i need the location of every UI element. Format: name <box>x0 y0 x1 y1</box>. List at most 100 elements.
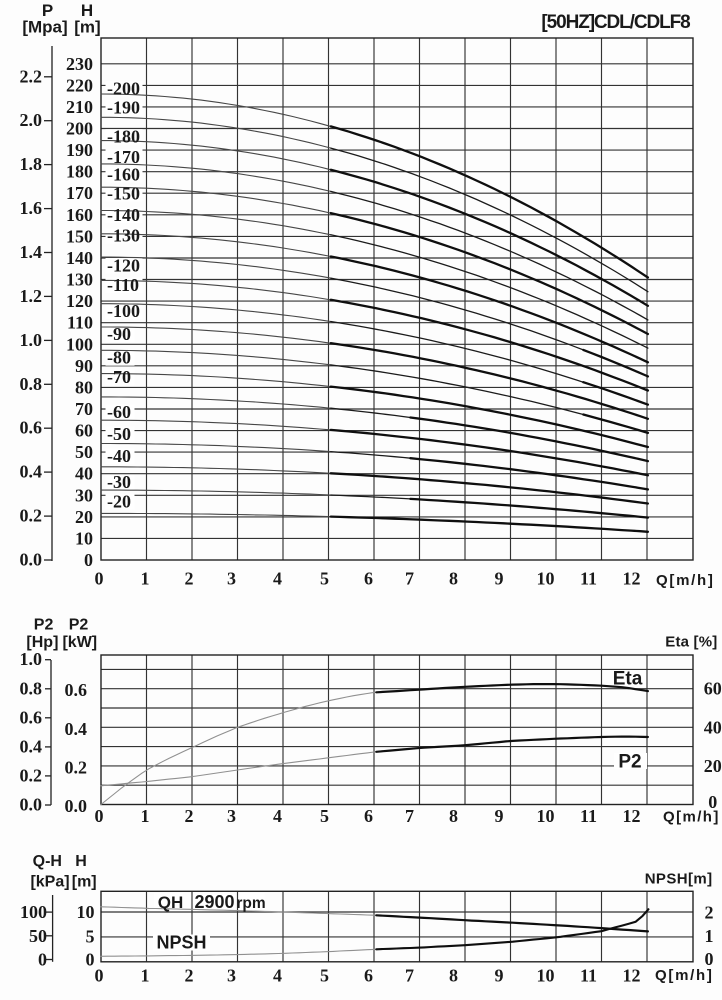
svg-text:NPSH: NPSH <box>156 933 206 953</box>
svg-text:Q-H: Q-H <box>33 853 62 870</box>
svg-text:-100: -100 <box>107 301 140 321</box>
svg-text:-90: -90 <box>107 324 131 344</box>
svg-text:2900: 2900 <box>194 892 234 912</box>
svg-text:0.4: 0.4 <box>20 736 43 756</box>
svg-text:0.0: 0.0 <box>20 795 43 815</box>
svg-text:1.8: 1.8 <box>20 154 43 174</box>
svg-text:[kW]: [kW] <box>62 634 97 651</box>
svg-text:90: 90 <box>75 356 93 376</box>
svg-text:9: 9 <box>495 966 504 986</box>
svg-text:1: 1 <box>705 926 714 946</box>
svg-text:80: 80 <box>75 377 93 397</box>
svg-text:100: 100 <box>20 902 47 922</box>
svg-text:0.6: 0.6 <box>20 707 43 727</box>
svg-text:180: 180 <box>66 162 93 182</box>
svg-text:160: 160 <box>66 205 93 225</box>
svg-text:[Hp]: [Hp] <box>26 634 58 651</box>
svg-text:QH: QH <box>158 893 184 912</box>
svg-text:2: 2 <box>185 569 194 589</box>
svg-text:0.8: 0.8 <box>20 374 43 394</box>
svg-text:[kPa]: [kPa] <box>30 874 69 891</box>
svg-text:H: H <box>81 1 93 20</box>
svg-text:P: P <box>42 1 53 20</box>
svg-text:0.0: 0.0 <box>20 550 43 570</box>
svg-text:7: 7 <box>405 966 414 986</box>
svg-text:8: 8 <box>449 569 458 589</box>
svg-text:0.2: 0.2 <box>20 765 43 785</box>
svg-text:140: 140 <box>66 248 93 268</box>
svg-text:P2: P2 <box>618 752 641 773</box>
svg-text:P2: P2 <box>34 617 54 634</box>
svg-text:7: 7 <box>405 569 414 589</box>
svg-text:2.2: 2.2 <box>20 66 43 86</box>
svg-text:-130: -130 <box>107 226 140 246</box>
svg-text:[Mpa]: [Mpa] <box>22 18 67 37</box>
svg-text:10: 10 <box>75 528 93 548</box>
svg-text:8: 8 <box>449 966 458 986</box>
svg-text:-200: -200 <box>107 79 140 99</box>
svg-text:220: 220 <box>66 75 93 95</box>
svg-text:60: 60 <box>75 421 93 441</box>
svg-text:1.0: 1.0 <box>20 649 43 669</box>
svg-text:0: 0 <box>95 569 104 589</box>
svg-text:rpm: rpm <box>236 895 265 912</box>
svg-text:11: 11 <box>580 966 597 986</box>
svg-text:0: 0 <box>95 806 104 826</box>
svg-text:1.0: 1.0 <box>20 330 43 350</box>
svg-text:-30: -30 <box>107 472 131 492</box>
svg-text:70: 70 <box>75 399 93 419</box>
svg-text:4: 4 <box>273 966 282 986</box>
svg-text:-190: -190 <box>107 98 140 118</box>
svg-text:40: 40 <box>704 717 722 737</box>
svg-text:0: 0 <box>95 966 104 986</box>
svg-text:0: 0 <box>38 950 47 970</box>
svg-text:12: 12 <box>623 569 641 589</box>
svg-text:10: 10 <box>537 966 555 986</box>
svg-text:[m]: [m] <box>74 18 100 37</box>
svg-text:0: 0 <box>705 949 714 969</box>
svg-text:4: 4 <box>273 806 282 826</box>
svg-text:10: 10 <box>77 902 95 922</box>
svg-text:Q[m/h]: Q[m/h] <box>656 572 715 589</box>
svg-text:1.6: 1.6 <box>20 198 43 218</box>
svg-text:170: 170 <box>66 183 93 203</box>
svg-text:9: 9 <box>495 569 504 589</box>
svg-text:4: 4 <box>273 569 282 589</box>
svg-text:11: 11 <box>580 806 597 826</box>
svg-text:[m]: [m] <box>72 874 97 891</box>
svg-text:12: 12 <box>623 966 641 986</box>
svg-text:100: 100 <box>66 334 93 354</box>
svg-text:10: 10 <box>537 806 555 826</box>
svg-text:110: 110 <box>67 313 93 333</box>
svg-text:1.2: 1.2 <box>20 286 43 306</box>
svg-text:2: 2 <box>705 903 714 923</box>
svg-text:5: 5 <box>86 926 95 946</box>
svg-text:11: 11 <box>580 569 597 589</box>
svg-text:Eta [%]: Eta [%] <box>665 634 717 651</box>
svg-text:30: 30 <box>75 485 93 505</box>
svg-text:12: 12 <box>623 806 641 826</box>
svg-text:7: 7 <box>405 806 414 826</box>
svg-text:-120: -120 <box>107 256 140 276</box>
svg-text:1.4: 1.4 <box>20 242 43 262</box>
svg-text:1: 1 <box>141 966 150 986</box>
svg-text:9: 9 <box>495 806 504 826</box>
svg-text:-50: -50 <box>107 424 131 444</box>
svg-text:0.8: 0.8 <box>20 678 43 698</box>
svg-text:5: 5 <box>320 569 329 589</box>
svg-text:P2: P2 <box>69 617 89 634</box>
svg-text:1: 1 <box>141 569 150 589</box>
svg-text:2: 2 <box>185 966 194 986</box>
svg-text:-170: -170 <box>107 147 140 167</box>
svg-text:210: 210 <box>66 97 93 117</box>
svg-text:200: 200 <box>66 119 93 139</box>
svg-text:Q[m/h]: Q[m/h] <box>655 967 714 984</box>
svg-text:0: 0 <box>84 550 93 570</box>
svg-text:Q[m/h]: Q[m/h] <box>663 809 720 826</box>
svg-text:3: 3 <box>227 966 236 986</box>
svg-text:2.0: 2.0 <box>20 110 43 130</box>
svg-text:Eta: Eta <box>613 669 643 690</box>
svg-text:50: 50 <box>29 926 47 946</box>
svg-text:-20: -20 <box>107 492 131 512</box>
svg-text:120: 120 <box>66 291 93 311</box>
